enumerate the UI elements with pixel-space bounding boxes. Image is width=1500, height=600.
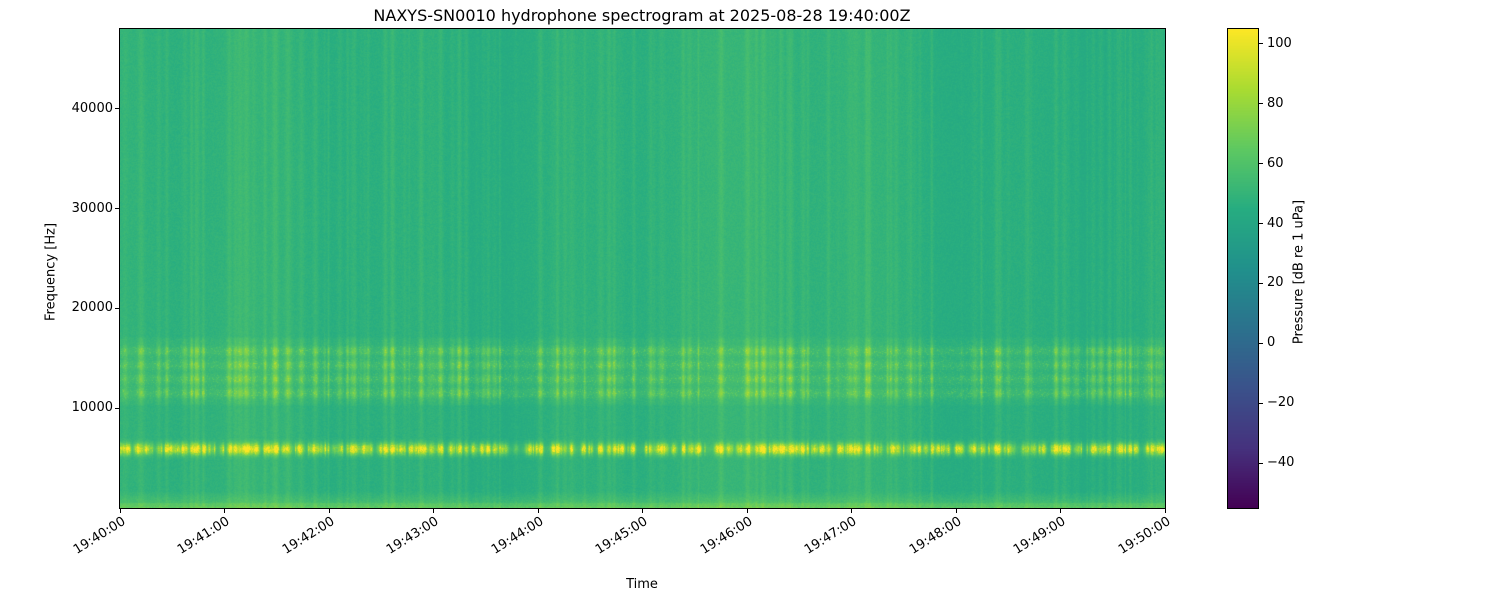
- y-tick-mark: [115, 108, 120, 110]
- y-tick-label: 40000: [71, 100, 113, 116]
- x-tick-mark: [328, 508, 330, 513]
- x-tick-mark: [537, 508, 539, 513]
- y-tick-mark: [115, 407, 120, 409]
- spectrogram-heatmap: [119, 28, 1166, 509]
- colorbar-tick-label: 0: [1267, 335, 1276, 351]
- colorbar-tick-label: 40: [1267, 215, 1284, 231]
- y-tick-label: 30000: [71, 200, 113, 216]
- colorbar-tick-mark: [1258, 342, 1263, 344]
- chart-title: NAXYS-SN0010 hydrophone spectrogram at 2…: [373, 6, 911, 25]
- x-tick-label: 19:50:00: [1115, 514, 1173, 558]
- x-tick-mark: [1060, 508, 1061, 513]
- colorbar-tick-mark: [1258, 402, 1263, 404]
- colorbar-tick-mark: [1258, 282, 1263, 284]
- x-tick-label-anchor: 19:50:00: [935, 514, 1172, 558]
- colorbar-tick-label: 100: [1267, 35, 1292, 51]
- colorbar-tick-label: −20: [1267, 395, 1295, 411]
- colorbar-tick-label: 60: [1267, 155, 1284, 171]
- colorbar-tick-mark: [1258, 103, 1263, 105]
- y-tick-label: 10000: [71, 400, 113, 416]
- x-tick-mark: [746, 508, 748, 513]
- x-tick-mark: [851, 508, 852, 513]
- colorbar-tick-mark: [1258, 43, 1263, 45]
- colorbar: [1227, 28, 1259, 509]
- colorbar-tick-label: 80: [1267, 95, 1284, 111]
- x-axis-label: Time: [626, 577, 658, 592]
- y-tick-mark: [115, 208, 120, 210]
- colorbar-tick-label: 20: [1267, 275, 1284, 291]
- colorbar-label-text: Pressure [dB re 1 uPa]: [1291, 199, 1307, 345]
- x-tick-mark: [433, 508, 434, 513]
- colorbar-tick-label: −40: [1267, 455, 1295, 471]
- colorbar-tick-mark: [1258, 462, 1263, 464]
- colorbar-tick-mark: [1258, 223, 1263, 225]
- x-tick-mark: [1164, 508, 1166, 513]
- x-tick-mark: [119, 508, 121, 513]
- x-tick-mark: [955, 508, 957, 513]
- x-tick-mark: [224, 508, 225, 513]
- y-tick-label: 20000: [71, 300, 113, 316]
- y-tick-mark: [115, 307, 120, 309]
- x-tick-mark: [642, 508, 643, 513]
- colorbar-tick-mark: [1258, 163, 1263, 165]
